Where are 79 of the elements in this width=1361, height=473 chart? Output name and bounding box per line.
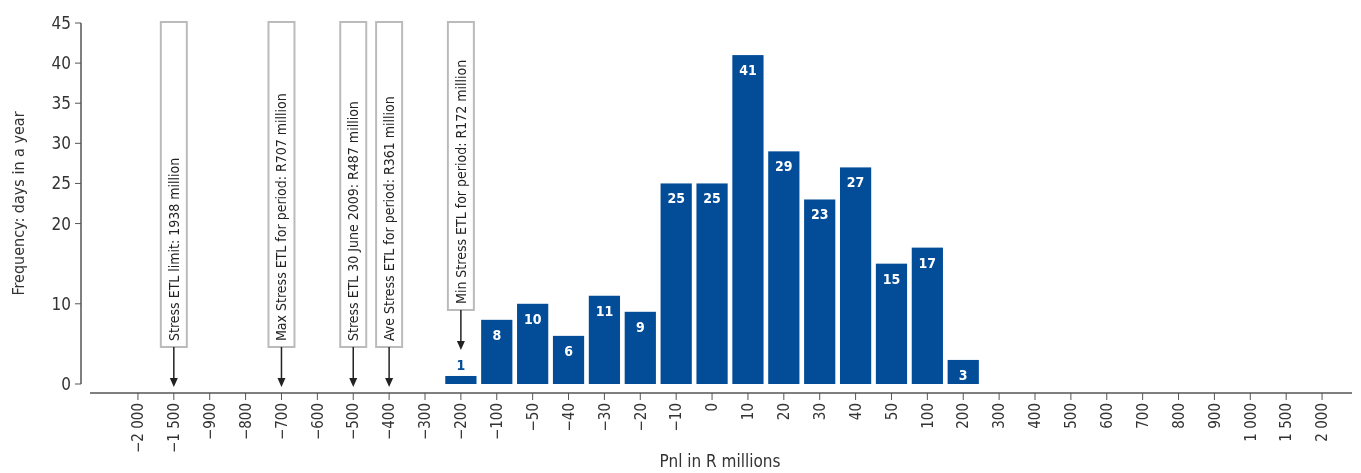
bar	[768, 151, 800, 384]
y-axis-title: Frequency: days in a year	[9, 111, 28, 296]
x-tick-label: −20	[631, 403, 650, 432]
y-tick-label: 10	[51, 293, 71, 314]
data-label: 15	[882, 270, 901, 287]
x-tick-label: 30	[810, 403, 829, 421]
data-label: 1	[456, 356, 466, 373]
x-tick-label: −10	[667, 403, 686, 432]
x-axis-title: Pnl in R millions	[659, 451, 781, 471]
data-label: 17	[918, 254, 937, 271]
ref-line-label: Max Stress ETL for period: R707 million	[273, 93, 290, 341]
ref-line-label: Stress ETL limit: 1938 million	[165, 157, 182, 341]
bar	[445, 375, 477, 384]
data-label: 25	[667, 190, 685, 207]
data-label: 23	[810, 206, 829, 223]
x-tick-label: −2 000	[129, 403, 148, 453]
x-tick-label: 10	[739, 403, 758, 421]
bar	[732, 55, 764, 384]
bar	[947, 359, 979, 384]
x-tick-label: 400	[1026, 403, 1045, 429]
x-tick-label: 50	[882, 403, 901, 421]
x-tick-label: 2 000	[1313, 403, 1332, 442]
data-label: 29	[775, 158, 793, 175]
x-tick-label: 500	[1062, 403, 1081, 429]
ref-line-label: Stress ETL 30 June 2009: R487 million	[345, 101, 362, 341]
data-label: 27	[846, 174, 865, 191]
x-tick-label: −900	[200, 403, 219, 441]
x-tick-label: 700	[1133, 403, 1152, 429]
x-tick-label: −600	[308, 403, 327, 441]
x-tick-label: 1 000	[1241, 403, 1260, 442]
x-tick-label: −400	[380, 403, 399, 441]
bar	[804, 199, 836, 384]
ref-line-label: Ave Stress ETL for period: R361 million	[381, 96, 398, 341]
x-tick-label: −300	[416, 403, 435, 441]
data-label: 41	[739, 62, 757, 79]
x-tick-label: 300	[990, 403, 1009, 429]
data-label: 10	[523, 310, 542, 327]
data-label: 11	[595, 302, 614, 319]
x-tick-label: −40	[559, 403, 578, 432]
data-label: 9	[635, 318, 645, 335]
x-tick-label: −800	[236, 403, 255, 441]
x-tick-label: −500	[344, 403, 363, 441]
y-tick-label: 45	[51, 12, 71, 33]
data-label: 3	[958, 366, 968, 383]
data-label: 25	[703, 190, 721, 207]
bar	[552, 335, 585, 384]
x-tick-label: 900	[1205, 403, 1224, 429]
y-tick-label: 0	[61, 373, 71, 394]
data-label: 6	[564, 342, 574, 359]
x-tick-label: −100	[488, 403, 507, 441]
bar	[588, 295, 621, 384]
y-tick-label: 40	[51, 53, 71, 74]
x-tick-label: 40	[846, 403, 865, 421]
x-tick-label: 100	[918, 403, 937, 429]
x-tick-label: −700	[272, 403, 291, 441]
bar	[911, 247, 943, 384]
y-tick-label: 35	[51, 93, 71, 114]
bar	[624, 311, 656, 384]
bar	[696, 183, 728, 384]
y-tick-label: 25	[51, 173, 71, 194]
x-tick-label: −50	[523, 403, 542, 432]
x-tick-label: −1 500	[165, 403, 184, 453]
bar	[839, 167, 872, 384]
x-tick-label: 0	[703, 403, 722, 412]
data-label: 8	[492, 326, 502, 343]
x-tick-label: 20	[775, 403, 794, 421]
bar	[875, 263, 908, 384]
bar	[517, 303, 549, 384]
y-tick-label: 30	[51, 133, 71, 154]
x-tick-label: 600	[1098, 403, 1117, 429]
x-tick-label: 800	[1169, 403, 1188, 429]
x-tick-label: −200	[452, 403, 471, 441]
bar	[481, 319, 513, 384]
ref-line-label: Min Stress ETL for period: R172 million	[452, 59, 469, 304]
x-tick-label: −30	[595, 403, 614, 432]
bar	[660, 183, 692, 384]
x-tick-label: 1 500	[1277, 403, 1296, 442]
x-tick-label: 200	[954, 403, 973, 429]
y-tick-label: 20	[51, 213, 71, 234]
